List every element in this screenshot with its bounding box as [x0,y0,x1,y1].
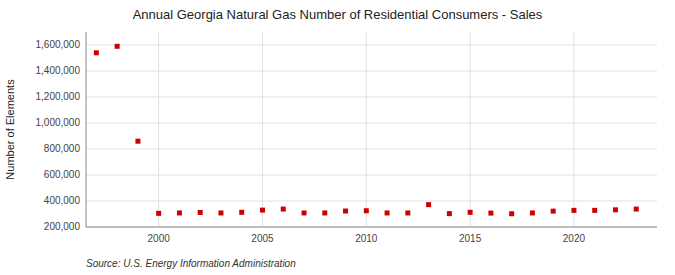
point [551,209,556,214]
y-grid-line [86,227,657,228]
y-grid-line [86,149,657,150]
point [385,210,390,215]
chart-svg: Annual Georgia Natural Gas Number of Res… [0,0,675,275]
y-axis-line [86,32,87,227]
y-tick-label: 1,000,000 [36,117,81,128]
chart-container: Annual Georgia Natural Gas Number of Res… [0,0,675,275]
y-tick-label: 1,600,000 [36,39,81,50]
y-tick-label: 1,400,000 [36,65,81,76]
y-grid-line [86,45,657,46]
point [613,207,618,212]
tick-labels: 200,000 400,000 600,000 800,000 1,000,000 1,2… [36,39,586,244]
point [530,210,535,215]
y-grid-line [86,71,657,72]
point [634,207,639,212]
y-grid-line [86,97,657,98]
point [592,208,597,213]
point [198,210,203,215]
point [488,211,493,216]
x-grid-line [158,32,159,227]
point [364,208,369,213]
y-grid-line [86,201,657,202]
y-tick-label: 400,000 [44,195,81,206]
point [571,208,576,213]
title: Annual Georgia Natural Gas Number of Res… [133,7,543,22]
x-grid-line [366,32,367,227]
grid [86,32,657,227]
x-tick-label: 2020 [563,233,586,244]
point [468,210,473,215]
y-tick-label: 800,000 [44,143,81,154]
y-tick-label: 200,000 [44,221,81,232]
point [218,210,223,215]
x-tick-label: 2000 [148,233,171,244]
point [135,139,140,144]
y-grid-line [86,175,657,176]
x-tick-label: 2010 [355,233,378,244]
source-note: Source: U.S. Energy Information Administ… [86,258,296,269]
x-grid-line [470,32,471,227]
point [509,211,514,216]
x-tick-label: 2005 [251,233,274,244]
x-tick-label: 2015 [459,233,482,244]
point [239,210,244,215]
point [405,210,410,215]
point [426,202,431,207]
x-axis-line [86,227,657,228]
points [94,44,639,216]
point [177,210,182,215]
point [322,210,327,215]
point [94,50,99,55]
x-grid-line [262,32,263,227]
y-tick-label: 600,000 [44,169,81,180]
point [115,44,120,49]
y-tick-label: 1,200,000 [36,91,81,102]
point [156,211,161,216]
background [0,0,675,275]
y-grid-line [86,123,657,124]
point [260,208,265,213]
point [281,207,286,212]
point [343,209,348,214]
y-axis-label: Number of Elements [4,79,16,180]
point [302,210,307,215]
x-grid-line [573,32,574,227]
point [447,211,452,216]
